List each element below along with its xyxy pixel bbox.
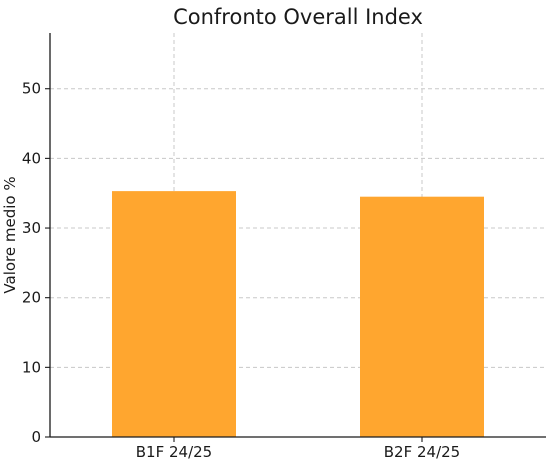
y-tick-label: 50 xyxy=(22,80,41,98)
y-axis-ticks: 0 10 20 30 40 50 xyxy=(22,80,50,446)
y-tick-label: 0 xyxy=(31,428,41,446)
x-tick-label: B1F 24/25 xyxy=(136,443,212,461)
x-tick-label: B2F 24/25 xyxy=(384,443,460,461)
bar xyxy=(360,196,484,437)
chart-title: Confronto Overall Index xyxy=(173,5,423,29)
axes xyxy=(49,33,546,438)
y-tick-label: 30 xyxy=(22,219,41,237)
y-axis-label: Valore medio % xyxy=(1,176,19,293)
y-tick-label: 10 xyxy=(22,358,41,376)
x-axis-ticks: B1F 24/25 B2F 24/25 xyxy=(136,437,460,461)
bar xyxy=(112,191,236,437)
bars xyxy=(112,191,484,437)
y-tick-label: 20 xyxy=(22,289,41,307)
y-tick-label: 40 xyxy=(22,149,41,167)
